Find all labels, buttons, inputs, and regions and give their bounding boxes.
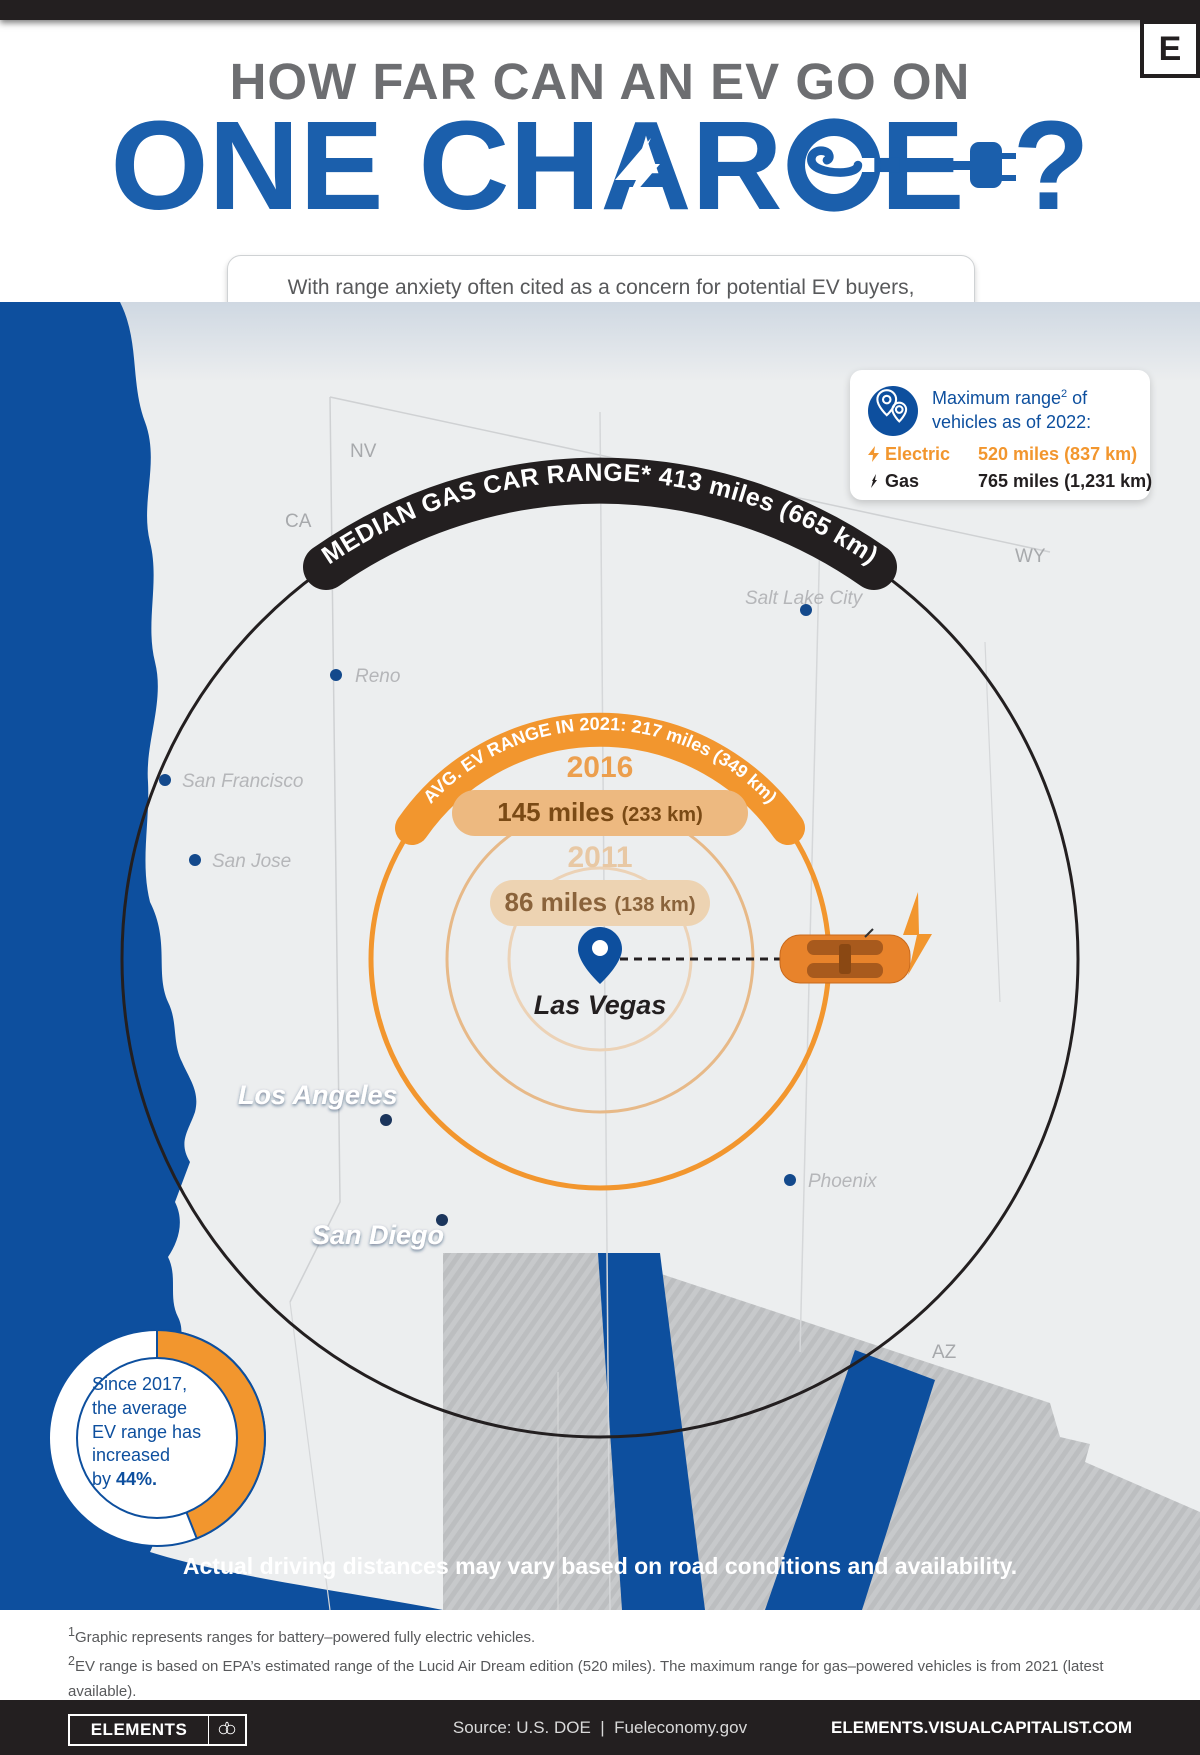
svg-text:WY: WY <box>1015 546 1046 567</box>
svg-text:San Diego: San Diego <box>312 1220 444 1250</box>
svg-text:San Francisco: San Francisco <box>182 771 303 792</box>
svg-text:NV: NV <box>350 441 377 462</box>
svg-text:CA: CA <box>285 511 312 532</box>
svg-text:Reno: Reno <box>355 666 400 687</box>
svg-text:AZ: AZ <box>932 1342 957 1363</box>
svg-text:San Jose: San Jose <box>212 851 291 872</box>
svg-text:Phoenix: Phoenix <box>808 1171 878 1192</box>
svg-text:Las Vegas: Las Vegas <box>534 990 667 1020</box>
svg-text:MEDIAN GAS CAR RANGE* 413 mile: MEDIAN GAS CAR RANGE* 413 miles (665 km) <box>317 459 883 570</box>
svg-text:Los Angeles: Los Angeles <box>238 1080 398 1110</box>
svg-text:Salt Lake City: Salt Lake City <box>745 588 864 609</box>
svg-text:2016: 2016 <box>567 751 634 784</box>
svg-text:2011: 2011 <box>567 841 632 874</box>
